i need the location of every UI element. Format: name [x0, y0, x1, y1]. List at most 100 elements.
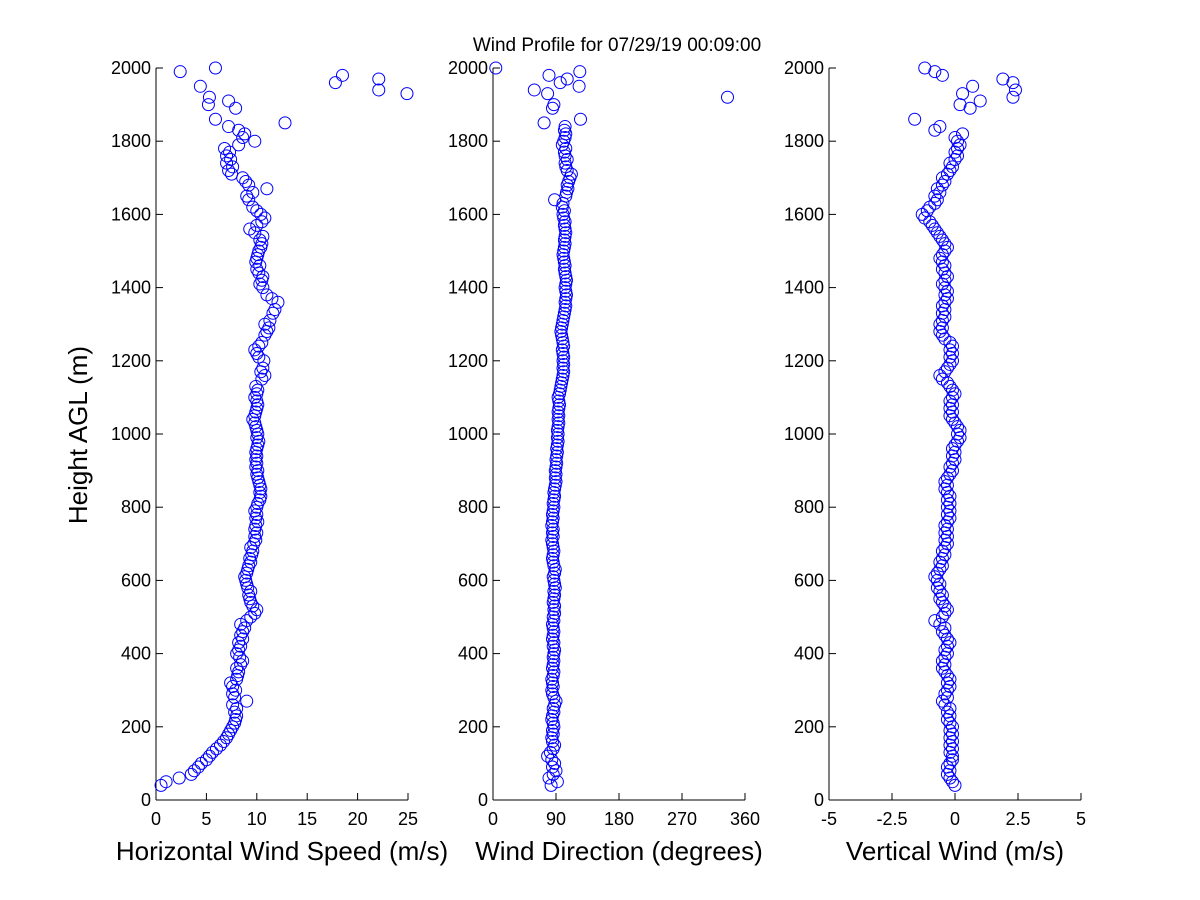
- data-point: [945, 727, 959, 741]
- y-tick-label: 1400: [784, 278, 824, 298]
- data-point: [940, 760, 954, 774]
- data-point: [260, 182, 274, 196]
- data-point: [943, 350, 957, 364]
- data-point: [202, 749, 216, 763]
- data-point: [943, 497, 957, 511]
- y-tick-label: 1600: [784, 204, 824, 224]
- data-point: [159, 775, 173, 789]
- data-point: [250, 603, 264, 617]
- x-tick-label: 180: [604, 809, 634, 829]
- data-point: [226, 698, 240, 712]
- data-point: [935, 314, 949, 328]
- data-point: [930, 193, 944, 207]
- data-point: [908, 112, 922, 126]
- data-point: [938, 174, 952, 188]
- data-point: [945, 346, 959, 360]
- data-point: [232, 636, 246, 650]
- data-point: [263, 314, 277, 328]
- data-point: [240, 694, 254, 708]
- data-point: [250, 394, 264, 408]
- data-point: [260, 288, 274, 302]
- data-point: [541, 87, 555, 101]
- y-tick-label: 600: [121, 570, 151, 590]
- y-tick-label: 400: [458, 644, 488, 664]
- figure-title: Wind Profile for 07/29/19 00:09:00: [473, 35, 761, 56]
- data-point: [943, 716, 957, 730]
- data-point: [935, 68, 949, 82]
- data-point: [956, 127, 970, 141]
- data-point: [557, 204, 571, 218]
- data-point: [547, 98, 561, 112]
- y-tick-label: 1400: [111, 278, 151, 298]
- data-point: [372, 83, 386, 97]
- data-point: [209, 742, 223, 756]
- data-point: [543, 745, 557, 759]
- data-point: [187, 764, 201, 778]
- data-point: [928, 570, 942, 584]
- data-point: [251, 497, 265, 511]
- data-point: [933, 120, 947, 134]
- data-point: [268, 303, 282, 317]
- data-point: [236, 131, 250, 145]
- data-point: [544, 778, 558, 792]
- data-point: [224, 153, 238, 166]
- y-tick-label: 1000: [111, 424, 151, 444]
- data-point: [232, 123, 246, 137]
- x-tick-label: 360: [730, 809, 760, 829]
- data-point: [933, 584, 947, 598]
- y-tick-label: 0: [141, 790, 151, 810]
- data-point: [548, 738, 562, 752]
- data-point: [940, 508, 954, 522]
- x-tick-label: 2.5: [1005, 809, 1030, 829]
- data-point: [234, 639, 248, 653]
- data-point: [948, 131, 962, 145]
- data-point: [252, 244, 266, 258]
- data-point: [943, 343, 957, 357]
- data-point: [928, 614, 942, 628]
- data-point: [254, 207, 268, 221]
- data-point: [238, 621, 252, 635]
- data-point: [218, 142, 232, 156]
- data-point: [1008, 83, 1022, 97]
- data-point: [266, 306, 280, 320]
- data-point: [222, 163, 236, 177]
- x-axis-title: Vertical Wind (m/s): [846, 836, 1064, 866]
- data-point: [918, 211, 932, 225]
- y-tick-label: 200: [121, 717, 151, 737]
- data-point: [945, 734, 959, 748]
- data-point: [945, 449, 959, 463]
- data-point: [193, 79, 207, 93]
- data-point: [943, 636, 957, 650]
- data-point: [372, 72, 386, 86]
- data-point: [940, 676, 954, 690]
- data-point: [940, 493, 954, 507]
- y-tick-label: 0: [814, 790, 824, 810]
- data-point: [233, 650, 247, 664]
- data-point: [248, 134, 262, 148]
- data-point: [928, 65, 942, 79]
- data-point: [201, 98, 215, 112]
- data-point: [249, 379, 263, 393]
- vertical-wind-panel: 0 200 400 600 800 1000 1200 1400 1600 1800 2000 -5 -…: [784, 58, 1086, 866]
- data-point: [935, 306, 949, 320]
- data-point: [933, 229, 947, 243]
- data-point: [184, 767, 198, 781]
- data-point: [546, 760, 559, 774]
- data-point: [928, 196, 942, 210]
- data-point: [721, 90, 734, 104]
- data-point: [935, 551, 949, 565]
- data-point: [933, 251, 947, 265]
- x-tick-label: 0: [950, 809, 960, 829]
- data-point: [938, 237, 952, 251]
- data-point: [951, 134, 965, 148]
- data-point: [253, 277, 267, 291]
- data-point: [938, 650, 952, 664]
- x-tick-label: -5: [821, 809, 837, 829]
- data-point: [945, 442, 959, 456]
- data-point: [945, 339, 959, 353]
- y-tick-label: 2000: [448, 58, 488, 78]
- x-tick-label: 90: [546, 809, 566, 829]
- y-tick-label: 1200: [784, 351, 824, 371]
- data-point: [242, 178, 256, 192]
